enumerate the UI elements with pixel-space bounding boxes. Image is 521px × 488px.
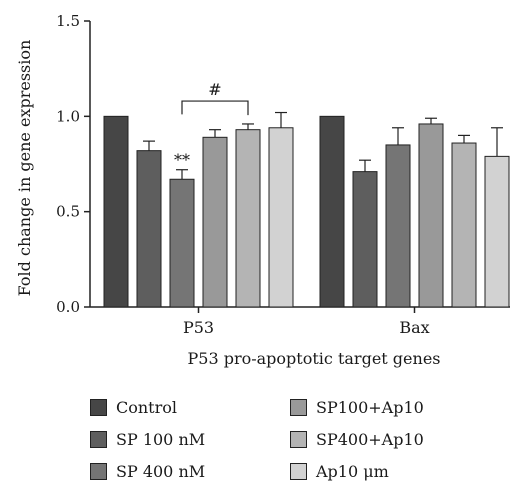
bar: [385, 144, 411, 308]
bar: [136, 150, 162, 308]
legend-swatch: [90, 431, 107, 448]
bar: [418, 123, 444, 308]
bar: [235, 129, 261, 308]
significance-marker: **: [174, 151, 190, 170]
bar: [169, 178, 195, 308]
annotations: ** #: [174, 80, 249, 170]
y-axis-label: Fold change in gene expression: [15, 40, 34, 297]
legend-label: SP 100 nM: [116, 430, 206, 449]
legend-swatch: [90, 463, 107, 480]
bar: [319, 115, 345, 308]
legend-label: SP 400 nM: [116, 462, 206, 481]
legend-item: Control: [90, 398, 177, 417]
y-tick-label: 0.0: [56, 298, 80, 316]
legend-item: SP 400 nM: [90, 462, 205, 481]
legend-swatch: [290, 463, 307, 480]
y-axis: 0.0 0.5 1.0 1.5: [56, 12, 91, 316]
legend-swatch: [290, 431, 307, 448]
x-tick-label: P53: [183, 318, 214, 337]
y-tick-label: 1.0: [56, 107, 80, 125]
significance-marker: #: [208, 80, 221, 99]
x-tick-label: Bax: [399, 318, 429, 337]
bar: [352, 171, 378, 308]
bars: [103, 111, 510, 308]
y-tick-label: 0.5: [56, 203, 80, 221]
bar: [451, 142, 477, 308]
bar: [103, 115, 129, 308]
comparison-bracket: [181, 100, 249, 116]
legend-item: SP400+Ap10: [290, 430, 424, 449]
legend-label: Control: [116, 398, 178, 417]
legend-item: SP100+Ap10: [290, 398, 424, 417]
y-tick-label: 1.5: [56, 12, 80, 30]
bar: [268, 127, 294, 308]
bar: [202, 136, 228, 308]
legend-label: SP400+Ap10: [316, 430, 424, 449]
legend-item: SP 100 nM: [90, 430, 205, 449]
legend-swatch: [90, 399, 107, 416]
legend-label: SP100+Ap10: [316, 398, 424, 417]
bar-chart: 0.0 0.5 1.0 1.5 P53 Bax ** # Fold change in g…: [15, 12, 510, 368]
bar: [484, 155, 510, 308]
x-axis-label: P53 pro-apoptotic target genes: [188, 349, 441, 368]
x-axis: P53 Bax: [90, 306, 510, 337]
legend-item: Ap10 μm: [290, 462, 389, 481]
legend-swatch: [290, 399, 307, 416]
legend-label: Ap10 μm: [316, 462, 389, 481]
